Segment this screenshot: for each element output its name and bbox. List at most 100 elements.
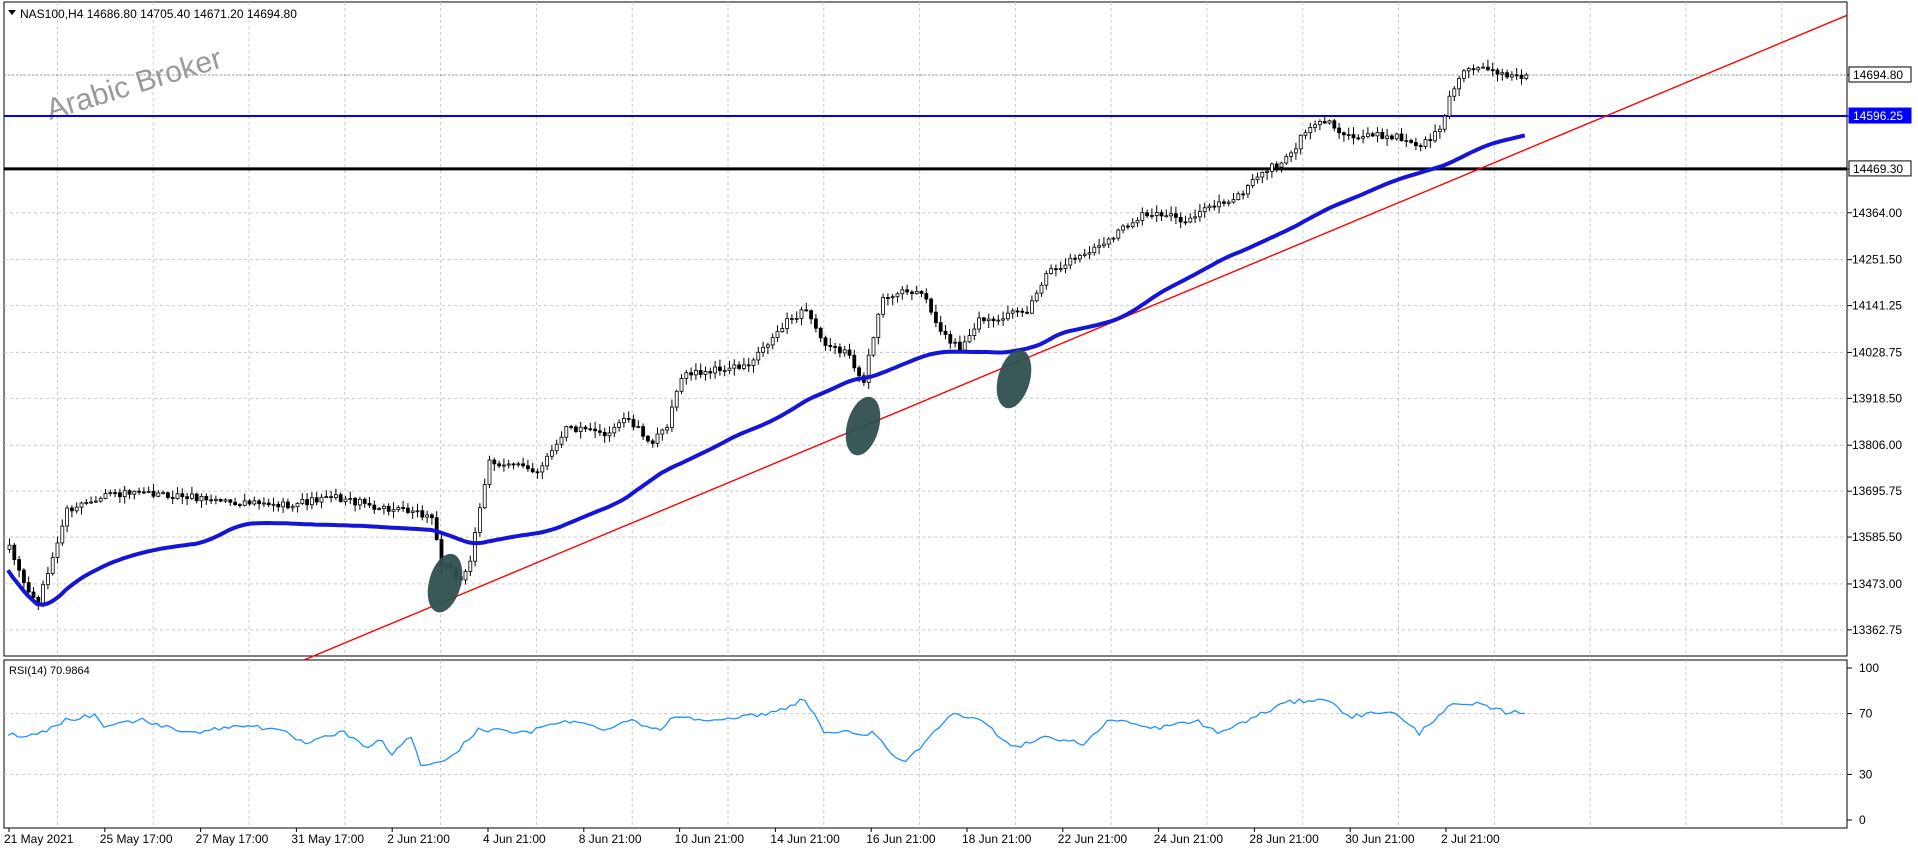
candle: [266, 498, 271, 508]
candle-body: [1260, 172, 1265, 178]
candle-body: [526, 465, 530, 470]
candle-body: [132, 490, 137, 495]
candle-body: [1274, 163, 1279, 168]
candle-body: [194, 493, 199, 502]
candle-body: [530, 468, 535, 473]
candle: [276, 501, 281, 512]
candle-body: [338, 494, 343, 503]
candle: [559, 431, 564, 448]
candle: [1428, 133, 1433, 148]
candle-body: [257, 500, 262, 505]
candle-body: [1159, 212, 1164, 217]
candle: [1174, 206, 1178, 225]
trendline: [303, 14, 1848, 661]
level-tag-black-bg: [1848, 160, 1912, 177]
candle-body: [1486, 66, 1490, 71]
candle: [679, 374, 684, 395]
candle-body: [381, 506, 386, 510]
candle: [420, 505, 425, 521]
candle: [1255, 172, 1260, 184]
candle: [60, 519, 65, 546]
candle-body: [1279, 162, 1284, 168]
candle: [1130, 218, 1135, 229]
candle-body: [74, 506, 79, 512]
price-tick-label-8: 13806.00: [1852, 438, 1902, 452]
candle: [146, 486, 151, 494]
candle: [713, 360, 717, 379]
candle: [727, 360, 732, 375]
candle-body: [924, 293, 929, 300]
candle: [290, 503, 295, 512]
candle: [1505, 69, 1509, 79]
candle: [602, 427, 607, 443]
candle: [55, 536, 60, 564]
candle: [1202, 202, 1207, 218]
candle-body: [746, 364, 751, 367]
candle: [118, 488, 122, 503]
candle: [401, 500, 406, 512]
candle: [1289, 150, 1293, 163]
candle: [1414, 137, 1418, 151]
candle-body: [362, 498, 367, 504]
candle-body: [1078, 255, 1082, 260]
candle-body: [501, 464, 506, 467]
candle-body: [1049, 268, 1053, 274]
price-tick-label-6: 14028.75: [1852, 345, 1902, 359]
candle: [866, 348, 871, 389]
candle: [924, 288, 929, 304]
chart-menu-triangle-icon[interactable]: [8, 10, 16, 15]
candle: [900, 286, 905, 300]
candle-body: [1006, 312, 1010, 320]
candle: [1514, 68, 1519, 81]
candle-body: [305, 499, 310, 506]
candle-body: [372, 504, 377, 510]
candle-body: [420, 510, 425, 518]
candle: [554, 439, 559, 455]
candle-body: [94, 500, 98, 503]
candle: [127, 489, 132, 499]
candle: [329, 490, 334, 503]
candle-body: [17, 559, 22, 571]
candle: [838, 343, 842, 358]
candle: [487, 455, 492, 489]
candle: [309, 492, 314, 510]
candle-body: [271, 503, 276, 506]
candle-body: [21, 569, 26, 583]
candle-body: [722, 370, 727, 372]
candle: [324, 490, 329, 499]
candle: [775, 325, 780, 342]
candle-body: [1207, 205, 1212, 209]
candle-body: [487, 459, 492, 485]
candle-body: [1063, 264, 1068, 269]
candle: [338, 492, 343, 503]
candle-body: [962, 341, 967, 351]
rsi-tick-label-0: 100: [1859, 661, 1879, 675]
candle: [1121, 224, 1125, 234]
candle: [180, 488, 185, 505]
time-tick-label-0: 21 May 2021: [4, 832, 74, 846]
candle: [910, 290, 914, 301]
candle-body: [1087, 252, 1092, 255]
candle-body: [900, 289, 905, 295]
candle: [761, 341, 765, 357]
candle-body: [732, 364, 737, 369]
candle: [1231, 192, 1236, 204]
candle: [1481, 62, 1485, 69]
candle-body: [405, 507, 410, 513]
candle: [1524, 72, 1529, 81]
candle-body: [876, 313, 881, 338]
candle: [1433, 124, 1437, 143]
candle-body: [674, 390, 679, 408]
candle: [1073, 254, 1077, 264]
candle-body: [617, 422, 621, 428]
current-price-tag-label: 14694.80: [1853, 68, 1903, 82]
candle-body: [266, 502, 271, 506]
candle: [708, 367, 713, 379]
candle-body: [1039, 284, 1044, 294]
candle-body: [261, 502, 266, 505]
candle-body: [1428, 139, 1433, 142]
candle: [1001, 311, 1005, 326]
candle-body: [209, 499, 214, 502]
candle: [540, 462, 545, 480]
candle: [814, 313, 818, 333]
